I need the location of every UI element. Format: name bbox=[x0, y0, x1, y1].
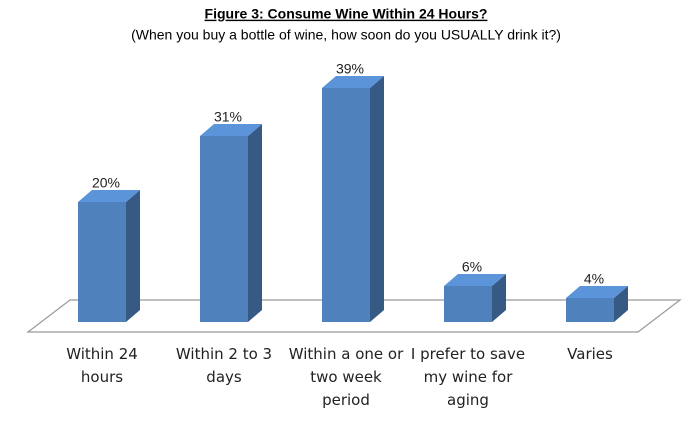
bar bbox=[444, 274, 506, 322]
data-label: 6% bbox=[462, 259, 482, 275]
bar bbox=[566, 286, 628, 322]
bar-front bbox=[566, 298, 614, 322]
bar-top bbox=[78, 190, 140, 202]
data-label: 31% bbox=[214, 109, 242, 125]
x-tick-label: Within 24 hours bbox=[66, 345, 138, 386]
bar-front bbox=[78, 202, 126, 322]
data-label: 4% bbox=[584, 271, 604, 287]
bar bbox=[78, 190, 140, 322]
x-tick-label: Within a one or two week period bbox=[288, 345, 404, 409]
bar bbox=[322, 76, 384, 322]
chart-title: Figure 3: Consume Wine Within 24 Hours? bbox=[205, 6, 488, 22]
bar-front bbox=[444, 286, 492, 322]
x-tick-label: I prefer to save my wine for aging bbox=[410, 345, 526, 409]
bar-side bbox=[248, 124, 262, 322]
data-label: 39% bbox=[336, 61, 364, 77]
bar-top bbox=[322, 76, 384, 88]
bar-front bbox=[322, 88, 370, 322]
bar-top bbox=[566, 286, 628, 298]
x-tick-label: Within 2 to 3 days bbox=[175, 345, 273, 386]
x-tick-label: Varies bbox=[567, 345, 613, 363]
bar-top bbox=[200, 124, 262, 136]
data-label: 20% bbox=[92, 175, 120, 191]
bar-side bbox=[126, 190, 140, 322]
bar bbox=[200, 124, 262, 322]
chart-subtitle: (When you buy a bottle of wine, how soon… bbox=[131, 27, 561, 43]
bar-side bbox=[492, 274, 506, 322]
bar-side bbox=[370, 76, 384, 322]
bar-front bbox=[200, 136, 248, 322]
bar-top bbox=[444, 274, 506, 286]
